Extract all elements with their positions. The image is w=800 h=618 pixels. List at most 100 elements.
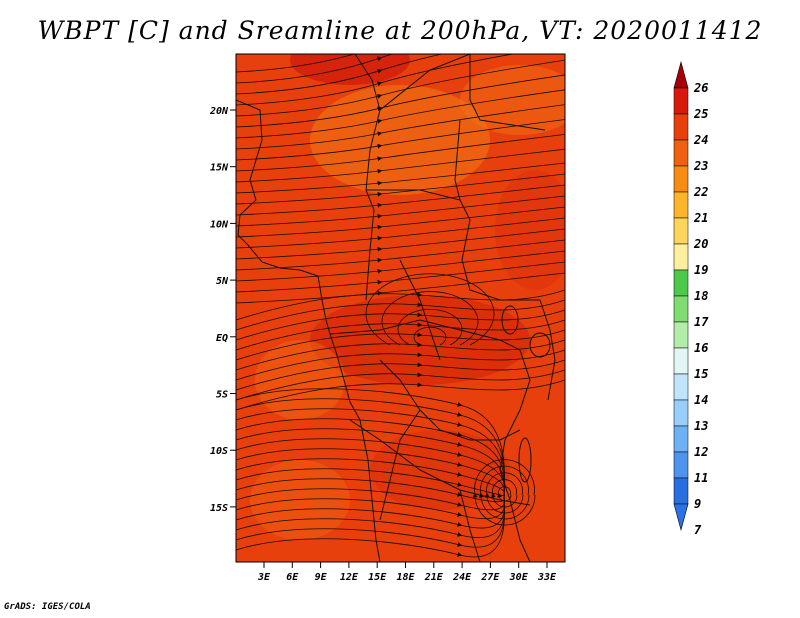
colorbar-label: 17 (694, 315, 709, 329)
streamline (236, 272, 565, 304)
lat-tick-label: 10S (210, 446, 228, 457)
colorbar-label: 12 (694, 445, 708, 459)
colorbar: 26 25 24 23 22 21 20 19 18 17 16 15 14 13 12 11 9 7 (673, 60, 709, 537)
colorbar-label: 16 (694, 341, 708, 355)
lon-tick-label: 3E (257, 572, 271, 583)
colorbar-label: 23 (693, 159, 708, 173)
colorbar-bottom-arrow (673, 503, 689, 532)
lat-tick-label: EQ (216, 333, 228, 344)
streamline (236, 239, 565, 271)
colorbar-segment (673, 425, 689, 453)
streamline (397, 308, 463, 346)
streamline (236, 119, 565, 161)
colorbar-label: 25 (693, 107, 708, 121)
chart-title: WBPT [C] and Sreamline at 200hPa, VT: 20… (37, 16, 763, 45)
colorbar-label: 14 (694, 393, 708, 407)
streamline (484, 472, 524, 514)
streamline (236, 228, 565, 260)
colorbar-label: 21 (693, 211, 708, 225)
streamline (236, 319, 565, 351)
streamline (236, 54, 356, 73)
lon-tick-label: 9E (315, 572, 328, 583)
streamline (236, 217, 565, 249)
streamline (236, 54, 444, 95)
colorbar-label: 7 (694, 523, 702, 537)
lon-tick-label: 6E (286, 572, 299, 583)
colorbar-label: 18 (694, 289, 708, 303)
streamline (365, 273, 495, 346)
colorbar-label: 13 (694, 419, 708, 433)
streamline (236, 133, 565, 172)
colorbar-segment (673, 165, 689, 193)
colorbar-label: 26 (693, 81, 708, 95)
streamline (472, 459, 536, 526)
colorbar-label: 9 (694, 497, 701, 511)
lon-tick-label: 27E (480, 572, 500, 583)
streamline (497, 486, 512, 502)
colorbar-segment (673, 243, 689, 271)
streamline (236, 309, 565, 341)
streamline (236, 184, 565, 216)
longitude-axis: 3E 6E 9E 12E 15E 18E 21E 24E 27E 30E 33E (257, 562, 557, 583)
colorbar-segment (673, 295, 689, 323)
grads-credit: GrADS: IGES/COLA (4, 602, 91, 612)
colorbar-segment (673, 269, 689, 297)
lon-tick-label: 30E (509, 572, 529, 583)
streamline (236, 299, 565, 331)
streamline (236, 448, 506, 496)
colorbar-segment (673, 87, 689, 115)
streamline (236, 206, 565, 238)
colorbar-top-arrow (673, 60, 689, 89)
streamline (236, 369, 565, 401)
colorbar-segment (673, 191, 689, 219)
lon-tick-label: 18E (396, 572, 415, 583)
lon-tick-label: 24E (452, 572, 472, 583)
streamline (236, 104, 565, 150)
streamline (413, 326, 447, 346)
latitude-axis: 20N 15N 10N 5N EQ 5S 10S 15S (209, 106, 236, 514)
streamline (236, 359, 565, 391)
streamline (236, 289, 565, 321)
colorbar-label: 24 (693, 133, 708, 147)
colorbar-segment (673, 217, 689, 245)
streamline (236, 458, 506, 496)
streamline (236, 54, 516, 106)
colorbar-segment (673, 113, 689, 141)
lakes (501, 305, 551, 483)
streamline (236, 195, 565, 227)
lat-tick-label: 15N (210, 163, 229, 174)
colorbar-label: 15 (694, 367, 708, 381)
streamline (236, 438, 506, 496)
streamline (236, 54, 394, 84)
colorbar-label: 20 (693, 237, 708, 251)
colorbar-segment (673, 373, 689, 401)
colorbar-segment (673, 321, 689, 349)
colorbar-segment (673, 477, 689, 505)
lon-tick-label: 12E (340, 572, 359, 583)
lat-tick-label: 5S (216, 390, 228, 401)
map-frame (235, 53, 566, 563)
map-plot-area (236, 54, 565, 562)
lon-tick-label: 33E (537, 572, 557, 583)
streamline (236, 74, 565, 128)
lat-tick-label: 5N (216, 276, 229, 287)
colorbar-segment (673, 139, 689, 167)
lat-tick-label: 10N (210, 219, 229, 230)
lat-tick-label: 15S (210, 503, 228, 514)
wbpt-shading (250, 54, 565, 540)
lon-tick-label: 21E (424, 572, 444, 583)
country-borders (236, 54, 556, 562)
streamline (236, 329, 565, 361)
colorbar-label: 11 (694, 471, 708, 485)
streamline (236, 250, 565, 282)
streamline (381, 291, 479, 346)
colorbar-segment (673, 451, 689, 479)
streamline (236, 494, 506, 558)
streamline (236, 173, 565, 205)
lat-tick-label: 20N (209, 106, 229, 117)
lon-tick-label: 15E (368, 572, 387, 583)
streamline (236, 379, 565, 411)
colorbar-label: 19 (694, 263, 708, 277)
streamline (236, 261, 565, 293)
